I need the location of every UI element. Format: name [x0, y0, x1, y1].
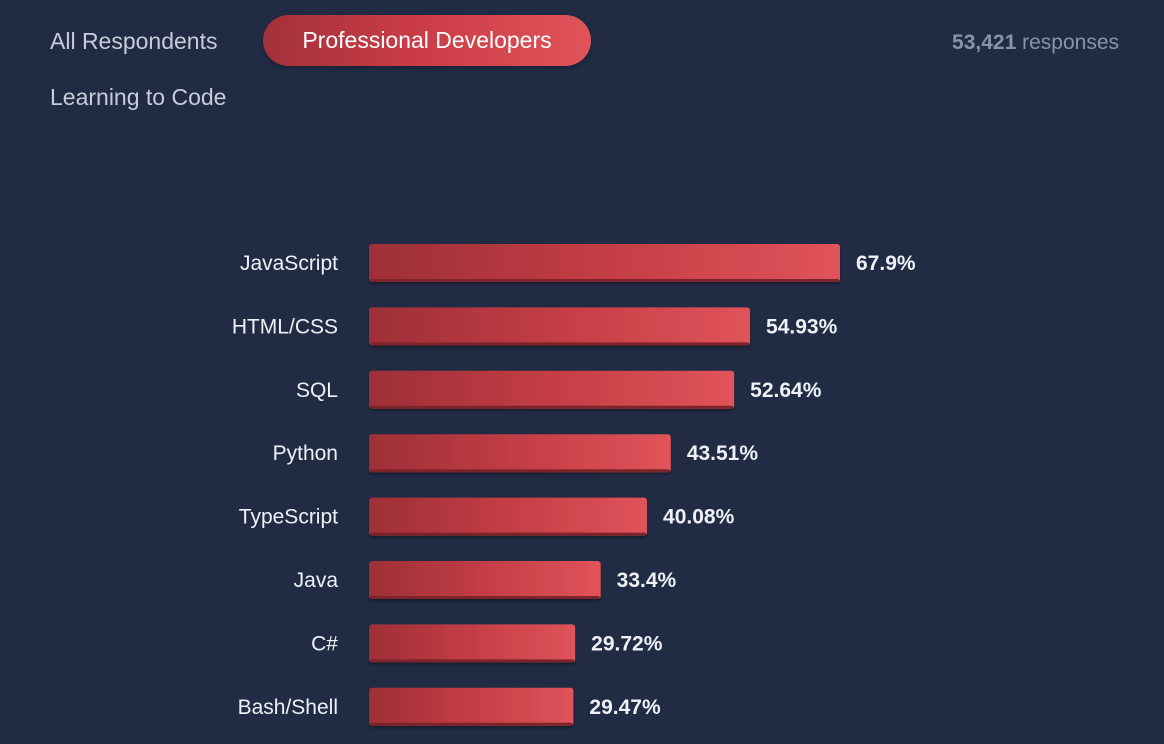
value-label: 52.64%: [750, 379, 822, 402]
category-label: C#: [311, 632, 338, 655]
tab-learning-to-code[interactable]: Learning to Code: [50, 84, 227, 110]
bar-bottom-edge: [370, 279, 839, 282]
bar[interactable]: [369, 244, 840, 282]
bar-bottom-edge: [370, 342, 750, 346]
value-label: 29.47%: [589, 696, 661, 719]
bar[interactable]: [369, 307, 751, 346]
value-label: 29.72%: [591, 632, 663, 655]
value-label: 54.93%: [766, 315, 838, 338]
category-label: Python: [273, 442, 338, 465]
bar-bottom-edge: [370, 722, 573, 726]
responses-number: 53,421: [952, 31, 1017, 54]
bar-bottom-edge: [370, 469, 670, 473]
category-label: Bash/Shell: [238, 696, 338, 719]
category-label: HTML/CSS: [232, 315, 338, 338]
category-label: SQL: [296, 379, 338, 402]
bar[interactable]: [369, 434, 671, 473]
value-label: 40.08%: [663, 506, 735, 529]
bar[interactable]: [369, 497, 648, 536]
bar-bottom-edge: [370, 659, 575, 663]
bar[interactable]: [369, 370, 735, 409]
responses-count: 53,421 responses: [952, 18, 1119, 68]
bar[interactable]: [369, 624, 576, 663]
bar-bottom-edge: [370, 596, 600, 599]
respondent-tabs: All Respondents Professional Developers …: [0, 0, 1164, 130]
value-label: 67.9%: [856, 252, 916, 275]
tab-professional-developers[interactable]: Professional Developers: [263, 15, 591, 66]
bar-bottom-edge: [370, 405, 734, 409]
category-label: Java: [294, 569, 339, 592]
value-label: 33.4%: [617, 569, 677, 592]
bar[interactable]: [369, 687, 574, 726]
tab-all-respondents[interactable]: All Respondents: [50, 28, 218, 54]
bar-bottom-edge: [370, 532, 647, 536]
bar[interactable]: [369, 561, 601, 599]
responses-label: responses: [1022, 31, 1119, 54]
category-label: TypeScript: [239, 506, 338, 529]
category-label: JavaScript: [240, 252, 338, 275]
value-label: 43.51%: [687, 442, 759, 465]
